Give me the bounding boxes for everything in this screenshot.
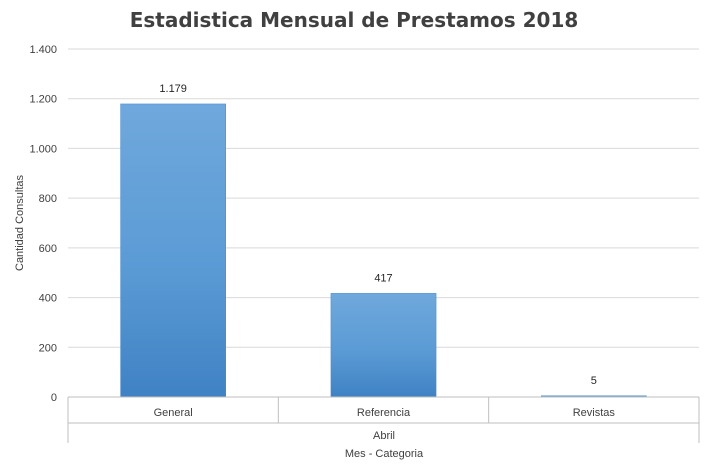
y-axis-ticks: 0 200 400 600 800 1.000 1.200 1.400: [29, 44, 57, 404]
x-axis-frame: [67, 396, 700, 443]
chart-title: Estadistica Mensual de Prestamos 2018: [130, 8, 579, 32]
y-tick-label: 800: [39, 193, 57, 205]
y-tick-label: 1.200: [29, 94, 57, 106]
bars: [120, 103, 647, 398]
bar-referencia: [330, 293, 437, 398]
data-label: 1.179: [159, 83, 187, 95]
y-tick-label: 200: [39, 342, 57, 354]
y-tick-label: 1.400: [29, 44, 57, 56]
x-axis-title: Mes - Categoria: [345, 448, 424, 460]
y-tick-label: 600: [39, 243, 57, 255]
x-group-label: Abril: [373, 430, 395, 442]
y-tick-label: 0: [51, 392, 57, 404]
y-tick-label: 1.000: [29, 143, 57, 155]
x-tick-label: General: [154, 407, 193, 419]
bar-general: [120, 103, 226, 398]
data-labels: 1.179 417 5: [159, 83, 596, 387]
data-label: 5: [591, 375, 597, 387]
y-tick-label: 400: [39, 293, 57, 305]
y-axis-title: Cantidad Consultas: [14, 175, 26, 272]
data-label: 417: [374, 272, 392, 284]
x-tick-label: Referencia: [357, 407, 411, 419]
x-tick-label: Revistas: [573, 407, 616, 419]
x-axis-categories: General Referencia Revistas: [154, 407, 616, 419]
